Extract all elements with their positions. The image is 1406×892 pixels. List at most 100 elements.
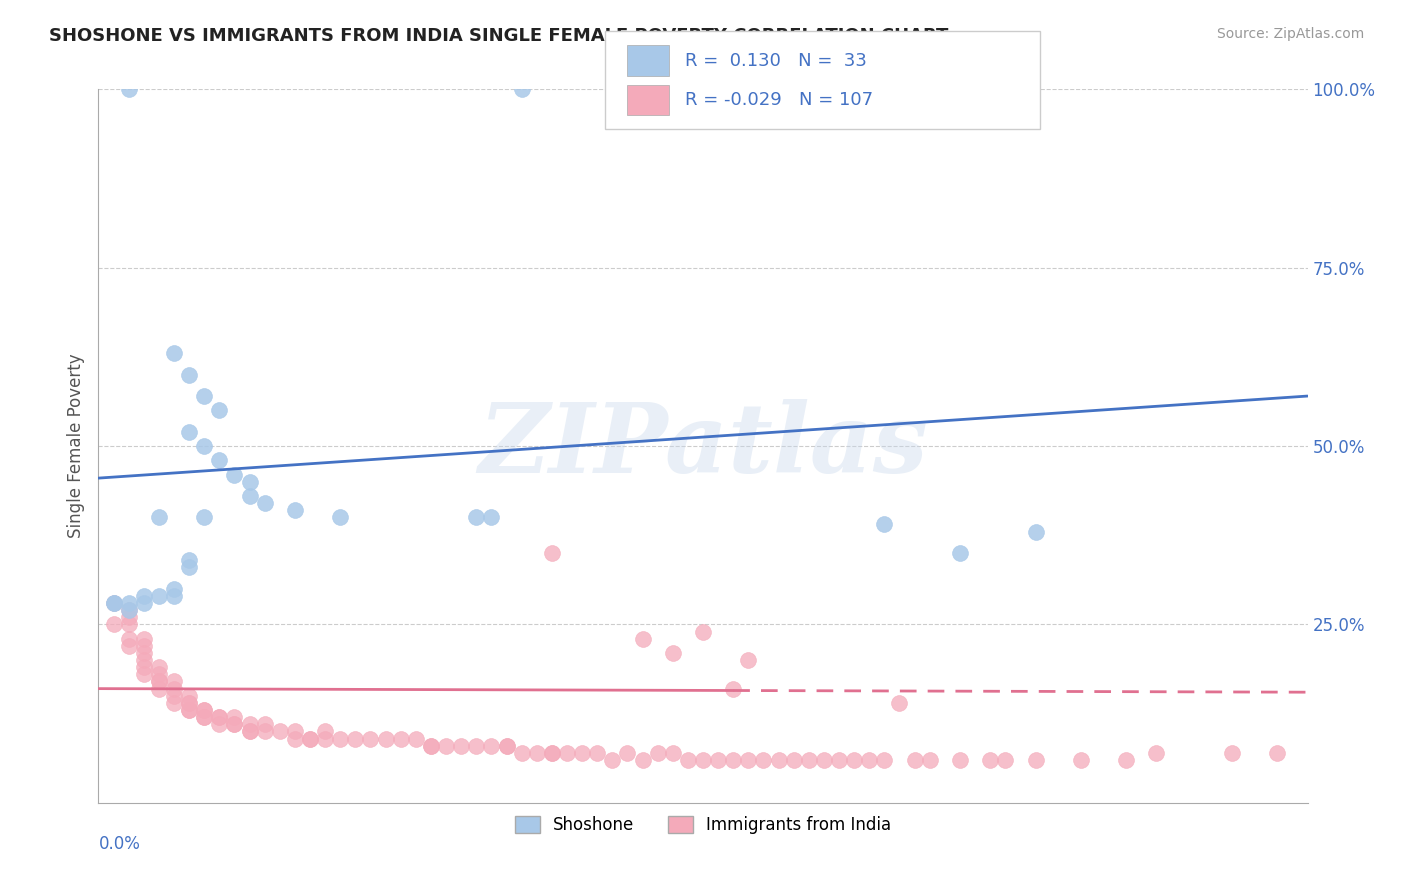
Point	[692, 624, 714, 639]
Point	[148, 660, 170, 674]
Point	[360, 731, 382, 746]
Text: R =  0.130   N =  33: R = 0.130 N = 33	[685, 52, 866, 70]
Point	[555, 746, 578, 760]
Point	[434, 739, 457, 753]
Point	[284, 724, 307, 739]
Point	[768, 753, 790, 767]
Point	[844, 753, 866, 767]
Point	[873, 517, 896, 532]
Point	[510, 82, 533, 96]
Point	[179, 703, 201, 717]
Point	[148, 510, 170, 524]
Point	[118, 596, 141, 610]
Point	[193, 389, 215, 403]
Point	[284, 731, 307, 746]
Point	[707, 753, 730, 767]
Point	[253, 717, 276, 731]
Point	[994, 753, 1017, 767]
Point	[193, 703, 215, 717]
Point	[179, 703, 201, 717]
Point	[148, 681, 170, 696]
Point	[239, 489, 262, 503]
Point	[344, 731, 367, 746]
Point	[465, 510, 488, 524]
Point	[118, 632, 141, 646]
Point	[692, 753, 714, 767]
Point	[208, 717, 231, 731]
Point	[389, 731, 412, 746]
Point	[540, 746, 562, 760]
Y-axis label: Single Female Poverty: Single Female Poverty	[66, 354, 84, 538]
Point	[132, 632, 155, 646]
Point	[314, 724, 336, 739]
Point	[163, 346, 186, 360]
Point	[450, 739, 472, 753]
Point	[224, 467, 246, 482]
Point	[208, 403, 231, 417]
Point	[889, 696, 911, 710]
Point	[329, 731, 352, 746]
Point	[723, 753, 745, 767]
Point	[224, 717, 246, 731]
Point	[465, 739, 488, 753]
Point	[737, 653, 759, 667]
Point	[284, 503, 307, 517]
Point	[495, 739, 517, 753]
Point	[132, 660, 155, 674]
Point	[118, 82, 141, 96]
Point	[132, 653, 155, 667]
Point	[783, 753, 806, 767]
Point	[253, 496, 276, 510]
Point	[661, 646, 683, 660]
Point	[949, 546, 972, 560]
Point	[723, 681, 745, 696]
Point	[299, 731, 322, 746]
Point	[179, 689, 201, 703]
Point	[118, 603, 141, 617]
Point	[495, 739, 517, 753]
Point	[979, 753, 1001, 767]
Point	[179, 696, 201, 710]
Point	[647, 746, 669, 760]
Point	[239, 475, 262, 489]
Point	[224, 717, 246, 731]
Point	[148, 667, 170, 681]
Point	[661, 746, 683, 760]
Point	[118, 610, 141, 624]
Legend: Shoshone, Immigrants from India: Shoshone, Immigrants from India	[508, 809, 898, 841]
Point	[918, 753, 941, 767]
Point	[631, 632, 654, 646]
Point	[103, 596, 125, 610]
Point	[163, 582, 186, 596]
Point	[179, 553, 201, 567]
Point	[193, 703, 215, 717]
Point	[193, 510, 215, 524]
Point	[1024, 753, 1046, 767]
Point	[602, 753, 624, 767]
Point	[329, 510, 352, 524]
Point	[163, 689, 186, 703]
Point	[179, 696, 201, 710]
Point	[179, 560, 201, 574]
Point	[631, 753, 654, 767]
Point	[540, 746, 562, 760]
Point	[481, 510, 503, 524]
Point	[208, 453, 231, 467]
Point	[481, 739, 503, 753]
Text: SHOSHONE VS IMMIGRANTS FROM INDIA SINGLE FEMALE POVERTY CORRELATION CHART: SHOSHONE VS IMMIGRANTS FROM INDIA SINGLE…	[49, 27, 949, 45]
Point	[132, 596, 155, 610]
Point	[163, 674, 186, 689]
Point	[163, 589, 186, 603]
Point	[1267, 746, 1289, 760]
Point	[208, 710, 231, 724]
Point	[616, 746, 638, 760]
Text: Source: ZipAtlas.com: Source: ZipAtlas.com	[1216, 27, 1364, 41]
Point	[813, 753, 835, 767]
Point	[904, 753, 927, 767]
Point	[314, 731, 336, 746]
Point	[540, 546, 562, 560]
Point	[239, 724, 262, 739]
Point	[239, 717, 262, 731]
Point	[224, 710, 246, 724]
Point	[586, 746, 609, 760]
